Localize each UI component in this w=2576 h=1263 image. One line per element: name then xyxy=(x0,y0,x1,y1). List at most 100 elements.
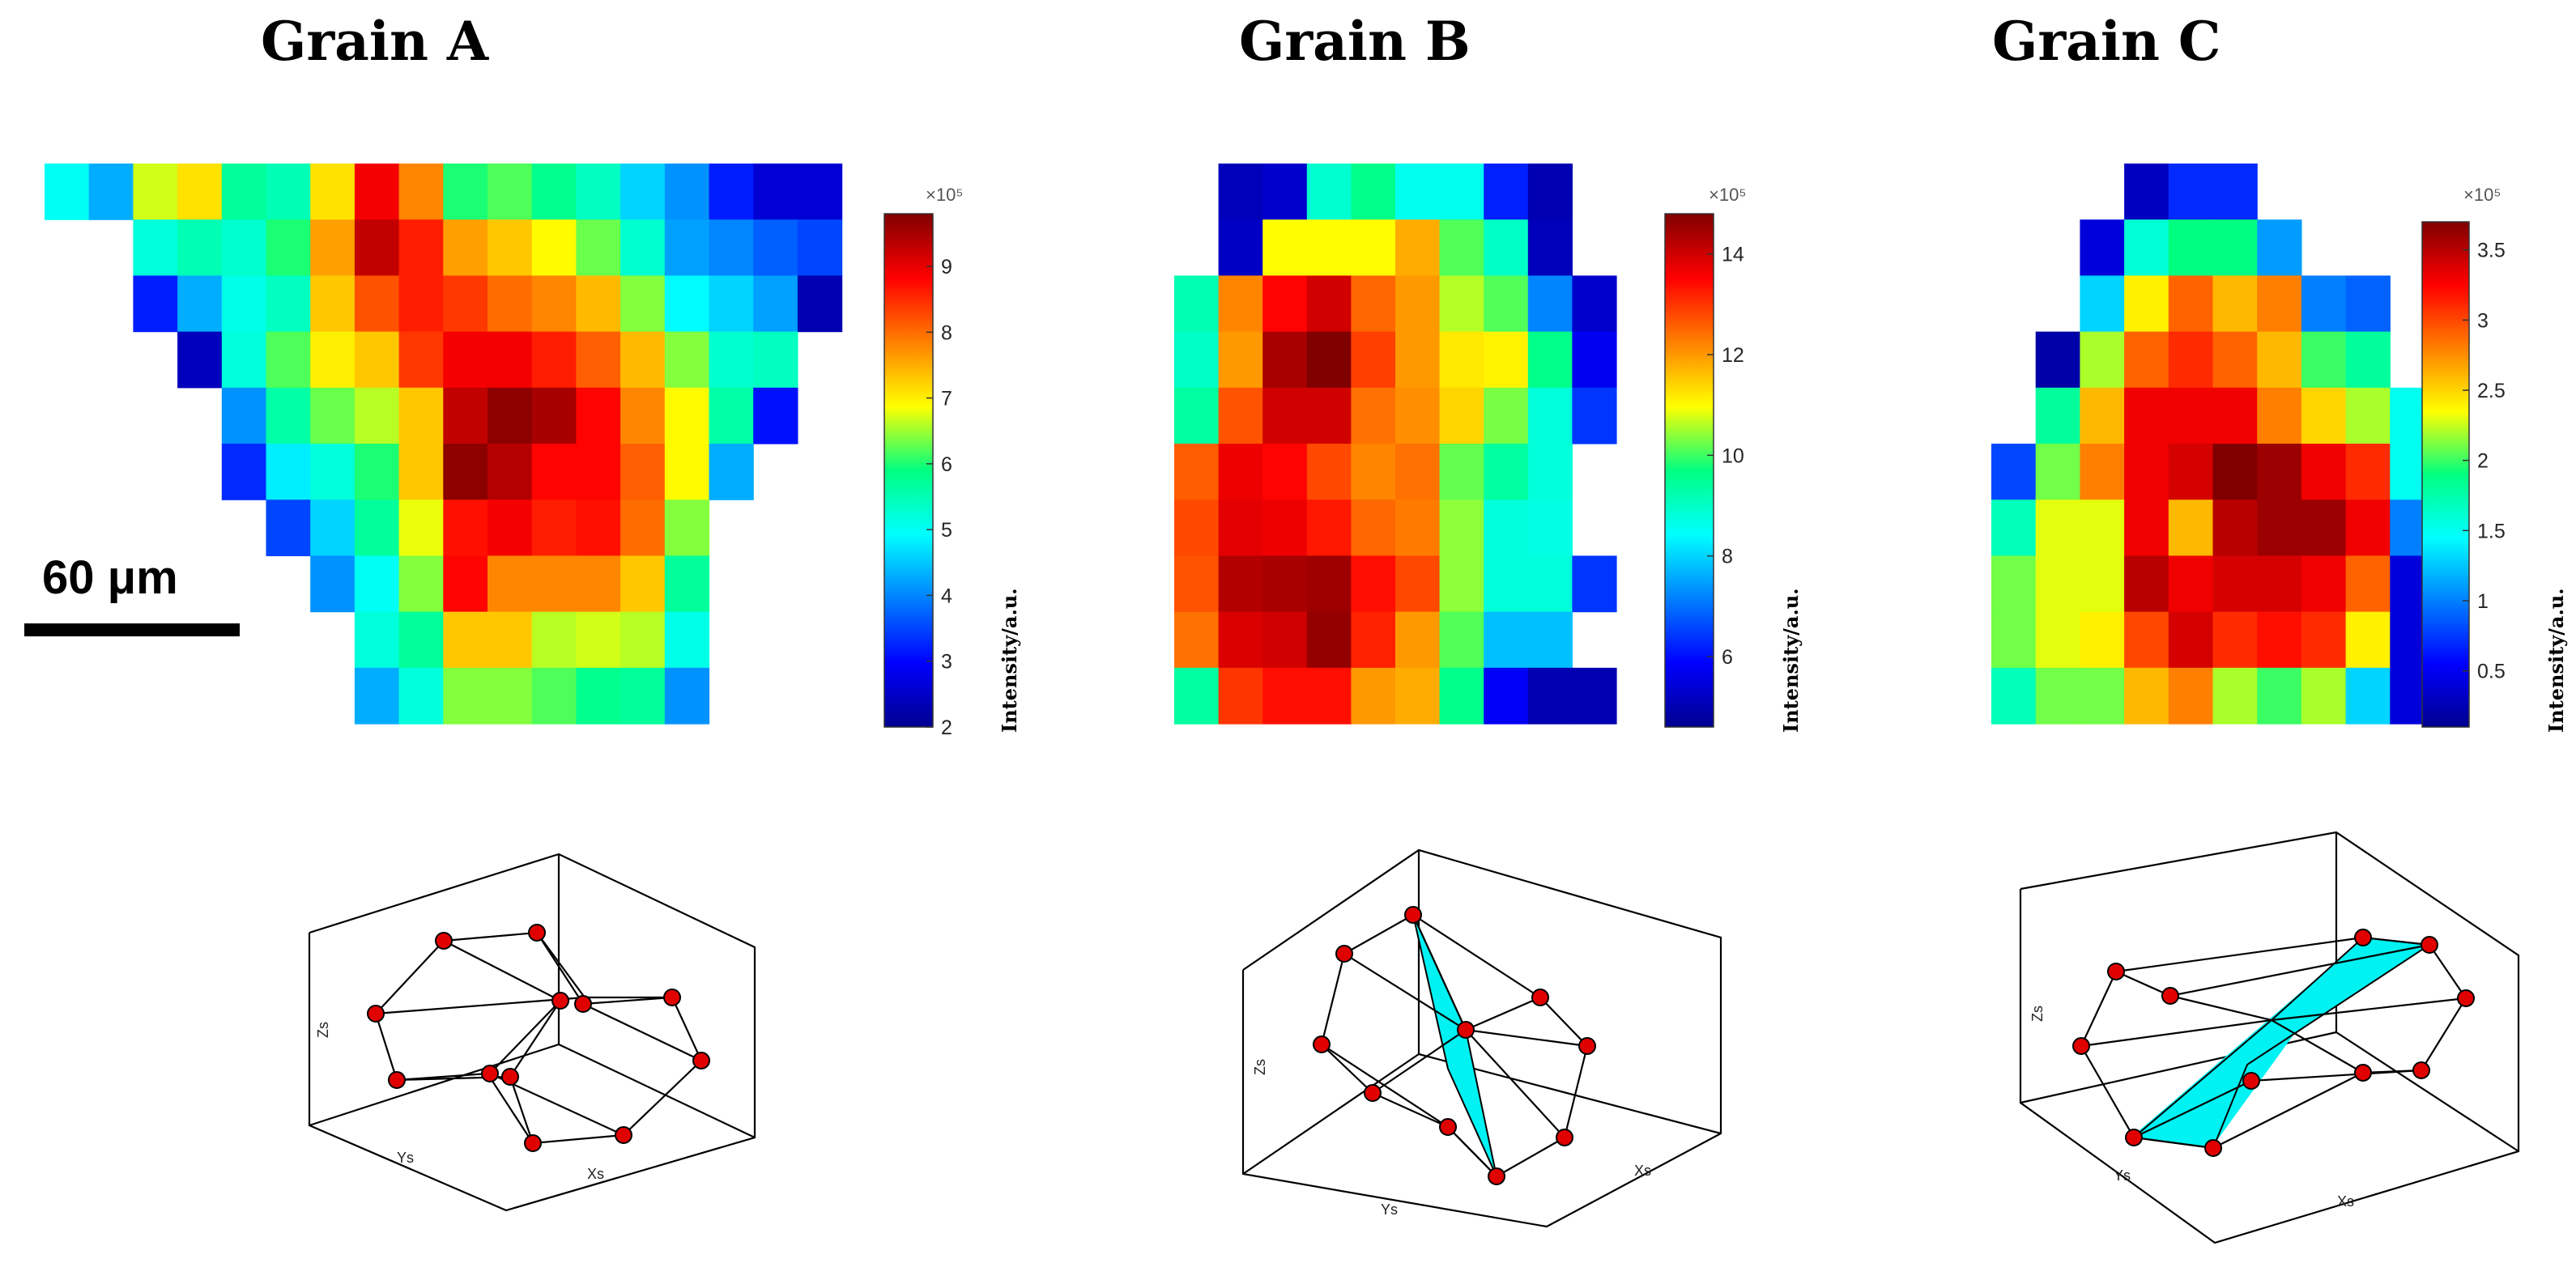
heatmap-cell xyxy=(2124,500,2169,556)
heatmap-cell xyxy=(1395,331,1441,389)
heatmap-cell xyxy=(2257,555,2302,613)
heatmap-cell xyxy=(753,219,798,276)
colorbar-tick-label: 2 xyxy=(941,717,952,739)
heatmap-cell xyxy=(1351,611,1396,669)
heatmap-cell xyxy=(1527,275,1573,333)
grain-c-title: Grain C xyxy=(1992,10,2221,73)
axis-label-y: Ys xyxy=(397,1150,414,1166)
heatmap-cell xyxy=(1527,164,1573,220)
heatmap-cell xyxy=(133,219,178,276)
heatmap-cell xyxy=(1991,667,2037,725)
heatmap-cell xyxy=(1351,164,1396,220)
heatmap-cell xyxy=(88,164,134,220)
atom xyxy=(501,1068,519,1086)
heatmap-cell xyxy=(354,275,400,333)
heatmap-cell xyxy=(2168,555,2214,613)
heatmap-cell xyxy=(2124,387,2169,444)
colorbar-label: Intensity/a.u. xyxy=(2544,588,2568,733)
heatmap-cell xyxy=(2035,667,2080,725)
heatmap-cell xyxy=(797,275,843,333)
heatmap-cell xyxy=(2212,555,2258,613)
heatmap-grain-b xyxy=(1174,164,1617,725)
heatmap-cell xyxy=(2301,555,2347,613)
heatmap-cell xyxy=(664,331,710,389)
heatmap-cell xyxy=(488,555,533,613)
heatmap-cell xyxy=(709,331,754,389)
heatmap-cell xyxy=(2345,331,2391,389)
heatmap-grain-c xyxy=(1991,164,2435,725)
atom xyxy=(551,992,569,1010)
atom xyxy=(2421,936,2438,954)
heatmap-cell xyxy=(1218,555,1263,613)
heatmap-cell xyxy=(620,387,666,444)
heatmap-cell xyxy=(797,164,843,220)
colorbar-exponent: ×10⁵ xyxy=(926,185,963,205)
heatmap-cell xyxy=(398,164,444,220)
atom xyxy=(1439,1118,1457,1136)
heatmap-cell xyxy=(620,164,666,220)
atom xyxy=(1313,1035,1331,1053)
heatmap-cell xyxy=(1439,164,1484,220)
heatmap-cell xyxy=(488,275,533,333)
atom xyxy=(2242,1072,2260,1090)
atom xyxy=(367,1005,385,1023)
heatmap-cell xyxy=(1439,667,1484,725)
heatmap-cell xyxy=(2345,667,2391,725)
heatmap-cell xyxy=(2212,611,2258,669)
heatmap-cell xyxy=(1527,387,1573,444)
atom xyxy=(1335,945,1353,963)
bounding-box xyxy=(308,853,756,1212)
heatmap-cell xyxy=(443,667,488,725)
atom xyxy=(524,1134,542,1152)
heatmap-cell xyxy=(2345,500,2391,556)
colorbar-label: Intensity/a.u. xyxy=(998,588,1021,733)
heatmap-cell xyxy=(1439,219,1484,276)
heatmap-cell xyxy=(266,387,311,444)
heatmap-cell xyxy=(2301,444,2347,500)
colorbar-tick-label: 8 xyxy=(1722,546,1733,568)
heatmap-cell xyxy=(576,275,621,333)
colorbar-tick-label: 5 xyxy=(941,519,952,542)
heatmap-cell xyxy=(1306,275,1352,333)
heatmap-cell xyxy=(398,219,444,276)
heatmap-cell xyxy=(1484,164,1529,220)
heatmap-cell xyxy=(531,387,577,444)
heatmap-cell xyxy=(1351,500,1396,556)
heatmap-cell xyxy=(2345,444,2391,500)
heatmap-cell xyxy=(398,555,444,613)
heatmap-cell xyxy=(2257,500,2302,556)
heatmap-cell xyxy=(1484,275,1529,333)
heatmap-cell xyxy=(2212,164,2258,220)
heatmap-cell xyxy=(45,164,90,220)
heatmap-cell xyxy=(1572,275,1617,333)
heatmap-cell xyxy=(443,275,488,333)
heatmap-cell xyxy=(2345,611,2391,669)
heatmap-cell xyxy=(620,500,666,556)
axis-label-y: Ys xyxy=(2114,1167,2131,1184)
heatmap-cell xyxy=(1395,555,1441,613)
heatmap-cell xyxy=(531,611,577,669)
heatmap-cell xyxy=(709,219,754,276)
axis-label-x: Xs xyxy=(587,1166,604,1182)
heatmap-cell xyxy=(2212,387,2258,444)
heatmap-cell xyxy=(2168,331,2214,389)
heatmap-cell xyxy=(1174,331,1220,389)
colorbar-tick-label: 1 xyxy=(2477,590,2489,613)
heatmap-cell xyxy=(2035,500,2080,556)
scale-bar xyxy=(24,623,240,636)
heatmap-cell xyxy=(310,555,356,613)
heatmap-cell xyxy=(2301,387,2347,444)
heatmap-cell xyxy=(2212,500,2258,556)
heatmap-cell xyxy=(2035,611,2080,669)
grain-a-title: Grain A xyxy=(261,10,489,73)
colorbar-tick-label: 7 xyxy=(941,388,952,410)
heatmap-cell xyxy=(531,444,577,500)
lattice-edges xyxy=(2080,936,2467,1150)
heatmap-cell xyxy=(443,387,488,444)
colorbar-tick-label: 1.5 xyxy=(2477,520,2506,542)
heatmap-cell xyxy=(2035,444,2080,500)
colorbar-tick-label: 3 xyxy=(2477,309,2489,332)
colorbar-tick-label: 6 xyxy=(941,453,952,476)
heatmap-cell xyxy=(576,219,621,276)
atom xyxy=(2354,1064,2372,1082)
